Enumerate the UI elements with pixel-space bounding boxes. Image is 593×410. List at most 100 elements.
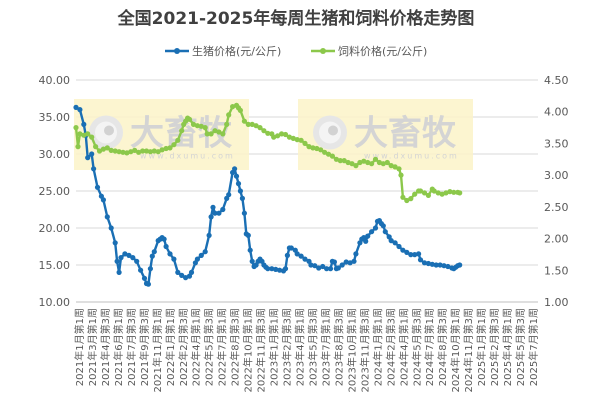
point-feed-price: [104, 145, 110, 151]
point-pig-price: [77, 107, 83, 113]
point-feed-price: [294, 137, 300, 143]
point-feed-price: [143, 148, 150, 154]
point-pig-price: [198, 252, 204, 258]
point-pig-price: [245, 232, 251, 238]
point-feed-price: [388, 163, 394, 169]
point-pig-price: [388, 238, 394, 244]
x-tick-label: 2024年1月第1周: [371, 308, 384, 386]
point-pig-price: [347, 260, 353, 266]
point-feed-price: [380, 161, 386, 167]
point-pig-price: [327, 266, 334, 272]
point-feed-price: [216, 129, 222, 135]
point-pig-price: [339, 262, 345, 268]
point-pig-price: [161, 236, 167, 242]
y-left-tick-label: 25.00: [39, 185, 71, 198]
point-feed-price: [208, 131, 214, 137]
x-tick-label: 2024年8月第3周: [436, 308, 449, 386]
point-feed-price: [365, 159, 371, 166]
point-feed-price: [451, 189, 457, 195]
point-pig-price: [237, 188, 243, 194]
point-pig-price: [220, 206, 226, 213]
watermark-domain: www.dxumu.com: [364, 152, 459, 161]
point-feed-price: [75, 144, 81, 150]
point-pig-price: [85, 155, 91, 161]
point-feed-price: [265, 130, 271, 136]
point-feed-price: [404, 197, 410, 204]
point-feed-price: [226, 112, 232, 118]
y-left-tick-label: 15.00: [39, 259, 71, 272]
point-feed-price: [124, 150, 130, 156]
point-feed-price: [421, 190, 428, 196]
point-pig-price: [269, 266, 275, 272]
x-tick-label: 2024年5月第3周: [410, 308, 423, 386]
point-pig-price: [108, 225, 114, 231]
point-pig-price: [179, 272, 185, 278]
y-right-tick-label: 3.00: [544, 169, 569, 182]
point-pig-price: [277, 267, 283, 273]
point-feed-price: [417, 188, 424, 194]
x-tick-label: 2022年1月第1周: [164, 308, 177, 386]
x-tick-label: 2021年4月第3周: [99, 308, 112, 386]
y-right-tick-label: 2.50: [544, 201, 569, 214]
point-pig-price: [141, 275, 148, 281]
x-tick-label: 2021年1月第1周: [73, 308, 86, 386]
legend-item-feed-price[interactable]: 饲料价格(元/公斤): [311, 44, 427, 58]
point-pig-price: [114, 258, 120, 264]
point-pig-price: [441, 263, 447, 269]
point-feed-price: [396, 166, 402, 172]
point-pig-price: [130, 255, 136, 261]
x-tick-label: 2021年11月第1周: [151, 308, 164, 393]
point-pig-price: [365, 233, 371, 239]
x-tick-label: 2021年3月第1周: [86, 308, 99, 386]
point-pig-price: [416, 251, 422, 257]
point-feed-price: [77, 131, 83, 137]
x-tick-label: 2023年2月第3周: [281, 308, 294, 386]
point-pig-price: [343, 259, 349, 265]
point-pig-price: [324, 266, 330, 272]
point-feed-price: [376, 159, 382, 166]
point-feed-price: [202, 125, 208, 131]
point-feed-price: [159, 147, 165, 153]
point-feed-price: [190, 121, 197, 127]
point-pig-price: [298, 253, 304, 259]
point-feed-price: [271, 134, 277, 140]
point-pig-price: [175, 269, 181, 275]
point-pig-price: [81, 121, 87, 127]
point-pig-price: [408, 252, 414, 258]
point-feed-price: [443, 190, 449, 196]
x-tick-label: 2023年5月第3周: [306, 308, 319, 386]
point-feed-price: [220, 131, 226, 137]
legend-marker-feed-price: [320, 48, 326, 54]
point-pig-price: [232, 166, 238, 172]
point-feed-price: [112, 148, 118, 154]
point-pig-price: [210, 204, 216, 210]
point-pig-price: [421, 260, 428, 266]
legend-item-pig-price[interactable]: 生猪价格(元/公斤): [165, 44, 281, 58]
point-pig-price: [396, 243, 402, 250]
legend: 生猪价格(元/公斤) 饲料价格(元/公斤): [165, 44, 427, 58]
x-tick-label: 2022年2月第3周: [177, 308, 190, 386]
watermark-domain: www.dxumu.com: [140, 152, 235, 161]
point-pig-price: [404, 249, 410, 255]
point-pig-price: [183, 275, 189, 281]
point-pig-price: [335, 265, 341, 271]
point-feed-price: [337, 158, 343, 164]
point-pig-price: [412, 252, 418, 258]
x-tick-label: 2022年4月第1周: [190, 308, 203, 386]
legend-label-feed-price: 饲料价格(元/公斤): [338, 44, 427, 58]
point-pig-price: [288, 245, 294, 251]
point-feed-price: [384, 159, 390, 166]
point-pig-price: [122, 251, 128, 257]
x-tick-label: 2025年5月第3周: [514, 308, 527, 386]
point-feed-price: [253, 123, 259, 129]
point-feed-price: [116, 149, 122, 155]
point-pig-price: [294, 251, 300, 257]
x-tick-label: 2021年7月第3周: [125, 308, 138, 386]
y-left-tick-label: 35.00: [39, 111, 71, 124]
point-feed-price: [175, 137, 181, 143]
point-feed-price: [245, 121, 251, 127]
